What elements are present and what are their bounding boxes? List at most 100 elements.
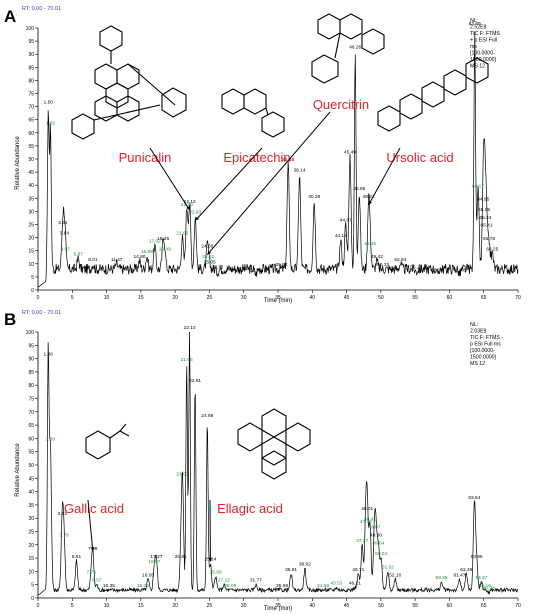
annotation-arrowhead	[186, 206, 190, 211]
peak-label: 47.27	[356, 538, 368, 544]
peak-label: 49.30	[370, 532, 382, 538]
y-tick-label: 25	[28, 530, 34, 536]
peak-label: 58.20	[431, 267, 443, 273]
peak-label: 25.90	[210, 570, 222, 576]
peak-label: 10.35	[103, 583, 115, 589]
y-tick-label: 85	[28, 370, 34, 376]
x-tick-label: 40	[310, 295, 316, 301]
peak-label: 49.64	[372, 540, 384, 546]
peak-label: 46.71	[352, 567, 364, 573]
peak-label: 62.46	[460, 567, 472, 573]
peak-label: 46.26	[349, 45, 361, 51]
peak-label: 17.27	[150, 554, 162, 560]
info-line: p ESI Full ms	[470, 342, 501, 348]
peak-label: 5.87	[74, 252, 84, 258]
peak-label: 35.59	[276, 583, 288, 589]
y-tick-label: 10	[28, 569, 34, 575]
x-tick-label: 15	[138, 295, 144, 301]
panel-b-x-axis-title: Time (min)	[264, 606, 292, 612]
peak-label: 16.97	[148, 559, 160, 565]
x-tick-label: 55	[412, 295, 418, 301]
peak-label: 48.22	[363, 194, 375, 200]
chromatogram-trace	[37, 31, 519, 288]
y-tick-label: 80	[28, 383, 34, 389]
peak-label: 52.84	[394, 257, 406, 263]
y-tick-label: 0	[31, 288, 34, 294]
x-tick-label: 40	[310, 603, 316, 609]
peak-label: 8.57	[92, 578, 102, 584]
y-tick-label: 55	[28, 450, 34, 456]
peak-label: 64.67	[475, 575, 487, 581]
annotation-arrow	[368, 147, 401, 206]
peak-label: 24.81	[202, 254, 214, 260]
peak-label: 35.52	[276, 262, 288, 268]
info-line: TIC F: FTMS -	[470, 335, 503, 341]
peak-label: 47.79	[360, 519, 372, 525]
x-tick-label: 55	[412, 603, 418, 609]
peak-label: 16.05	[142, 572, 154, 578]
x-tick-label: 60	[447, 603, 453, 609]
punicalin-structure-icon	[71, 25, 187, 140]
peak-label: 21.70	[181, 202, 193, 208]
y-tick-label: 45	[28, 476, 34, 482]
peak-label: 18.49	[159, 246, 171, 252]
info-line: 2.03E9	[470, 329, 487, 335]
peak-label: 61.47	[454, 572, 466, 578]
y-tick-label: 5	[31, 275, 34, 281]
peak-label: 15.88	[141, 249, 153, 255]
x-tick-label: 65	[481, 295, 487, 301]
gallic-acid-structure-icon	[85, 423, 130, 460]
peak-label: 25.05	[204, 259, 216, 265]
panel-a-y-axis-title: Relative Abundance	[15, 136, 21, 190]
info-line: NL:	[470, 18, 478, 24]
peak-label: 50.33	[377, 262, 389, 268]
ursolic-acid-structure-icon	[377, 57, 489, 132]
peak-label: 46.21	[349, 580, 361, 586]
panel-b-axes: 0510152025303540455055606570758085909510…	[26, 330, 521, 609]
epicatechin-structure-icon	[221, 88, 285, 138]
x-tick-label: 0	[37, 603, 40, 609]
y-tick-label: 40	[28, 183, 34, 189]
info-line: TIC F: FTMS	[470, 31, 501, 37]
peak-label: 17.02	[149, 238, 161, 244]
x-tick-label: 30	[241, 603, 247, 609]
peak-label: 49.42	[371, 254, 383, 260]
y-tick-label: 50	[28, 463, 34, 469]
peak-label: 38.14	[294, 168, 306, 174]
y-tick-label: 35	[28, 196, 34, 202]
peak-label: 48.45	[364, 241, 376, 247]
y-tick-label: 65	[28, 118, 34, 124]
annotation-arrowhead	[208, 557, 213, 562]
x-tick-label: 5	[71, 295, 74, 301]
x-tick-label: 50	[378, 603, 384, 609]
panel-a-label: A	[4, 7, 16, 26]
peak-label: 49.07	[368, 525, 380, 531]
peak-label: 31.77	[250, 578, 262, 584]
peak-label: 24.69	[201, 413, 213, 419]
annotation-quercitrin: Quercitrin	[313, 97, 369, 112]
panel-a-trace	[37, 31, 519, 288]
peak-label: 52.10	[389, 572, 401, 578]
peak-label: 55.15	[410, 265, 422, 271]
peak-label: 65.78	[483, 236, 495, 242]
peak-label: 5.61	[72, 554, 82, 560]
peak-label: 63.64	[468, 495, 480, 501]
peak-label: 61.48	[454, 267, 466, 273]
peak-label: 14.80	[133, 254, 145, 260]
annotation-punicalin: Punicalin	[119, 150, 172, 165]
y-tick-label: 30	[28, 516, 34, 522]
info-line: + p ESI Full	[470, 38, 497, 44]
peak-label: 44.15	[335, 233, 347, 239]
annotation-gallic-acid: Gallic acid	[64, 501, 124, 516]
panel-b-annotation-arrows	[87, 499, 213, 562]
peak-label: 65.73	[483, 586, 495, 592]
info-line: 1500.0000]	[470, 355, 497, 361]
x-tick-label: 65	[481, 603, 487, 609]
x-tick-label: 70	[515, 603, 521, 609]
annotation-ursolic-acid: Ursolic acid	[386, 150, 453, 165]
annotation-arrow	[206, 111, 331, 256]
y-tick-label: 100	[26, 330, 35, 336]
